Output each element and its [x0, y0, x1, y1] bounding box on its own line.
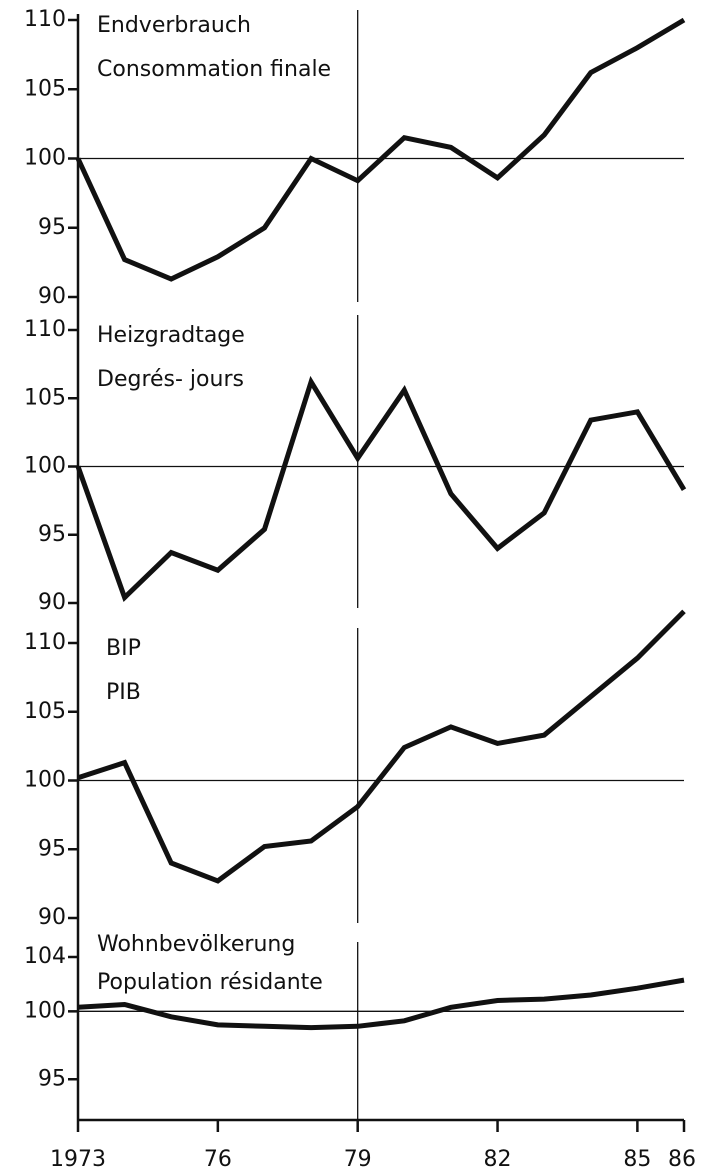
x-tick-label: 85	[623, 1147, 651, 1171]
data-line	[75, 17, 686, 282]
panel-title: Wohnbevölkerung	[97, 932, 295, 957]
y-tick-label: 90	[38, 905, 66, 930]
y-tick-label: 110	[24, 7, 66, 32]
y-tick-label: 100	[24, 454, 66, 479]
panel-subtitle: PIB	[106, 680, 141, 705]
y-tick-label: 105	[24, 699, 66, 724]
y-tick-label: 100	[24, 768, 66, 793]
x-tick-label: 79	[344, 1147, 372, 1171]
panel-title: Heizgradtage	[97, 323, 245, 348]
panel-subtitle: Degrés- jours	[97, 367, 244, 392]
y-tick-label: 90	[38, 284, 66, 309]
y-tick-label: 110	[24, 317, 66, 342]
y-tick-label: 95	[38, 522, 66, 547]
x-tick-label: 82	[484, 1147, 512, 1171]
y-tick-label: 105	[24, 385, 66, 410]
panel-title: Endverbrauch	[97, 13, 251, 38]
x-tick-label: 86	[668, 1147, 696, 1171]
x-tick-label: 1973	[50, 1147, 106, 1171]
y-tick-label: 100	[24, 146, 66, 171]
y-tick-label: 104	[24, 944, 66, 969]
x-tick-label: 76	[204, 1147, 232, 1171]
data-line	[75, 375, 687, 602]
y-tick-label: 100	[24, 998, 66, 1023]
panel-subtitle: Population résidante	[97, 970, 323, 995]
data-line	[77, 977, 685, 1031]
panel-subtitle: Consommation finale	[97, 57, 331, 82]
panel-title: BIP	[106, 636, 141, 661]
y-tick-label: 95	[38, 836, 66, 861]
y-tick-label: 105	[24, 76, 66, 101]
y-tick-label: 95	[38, 1066, 66, 1091]
y-tick-label: 110	[24, 630, 66, 655]
y-tick-label: 95	[38, 215, 66, 240]
data-line	[77, 609, 686, 884]
y-tick-label: 90	[38, 590, 66, 615]
